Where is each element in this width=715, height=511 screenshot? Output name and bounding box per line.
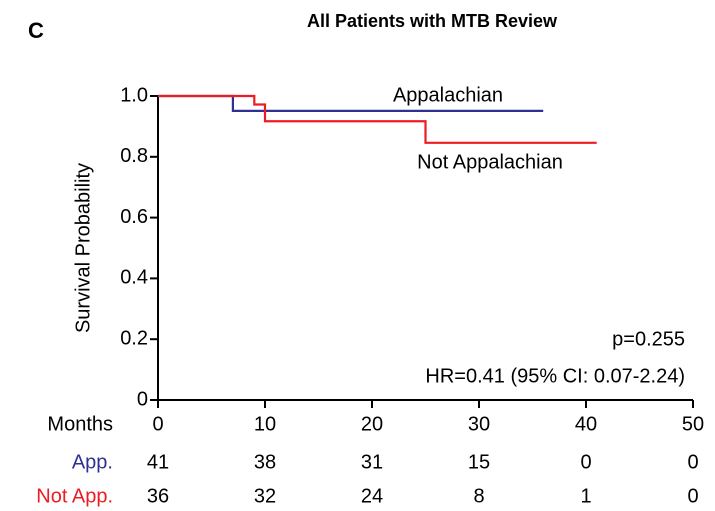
risk-count: 8: [473, 485, 484, 507]
y-tick-label: 0.6: [120, 206, 148, 228]
x-tick-label: 0: [152, 413, 163, 435]
risk-count: 32: [254, 485, 276, 507]
series-label: Appalachian: [393, 84, 503, 106]
risk-row-label: App.: [72, 451, 113, 473]
survival-curve: [158, 94, 597, 144]
x-tick-label: 50: [682, 413, 704, 435]
risk-count: 41: [147, 451, 169, 473]
chart-title: All Patients with MTB Review: [307, 11, 558, 31]
x-tick-label: 30: [468, 413, 490, 435]
risk-count: 15: [468, 451, 490, 473]
risk-count: 24: [361, 485, 383, 507]
risk-count: 0: [687, 451, 698, 473]
risk-count: 0: [687, 485, 698, 507]
annotation: HR=0.41 (95% CI: 0.07-2.24): [425, 365, 685, 387]
x-tick-label: 10: [254, 413, 276, 435]
y-axis-label: Survival Probability: [72, 163, 94, 333]
risk-count: 0: [580, 451, 591, 473]
series-label: Not Appalachian: [417, 151, 563, 173]
panel-label: C: [28, 18, 44, 43]
x-tick-label: 20: [361, 413, 383, 435]
y-tick-label: 0.8: [120, 145, 148, 167]
y-tick-label: 0.4: [120, 267, 148, 289]
annotation: p=0.255: [612, 328, 685, 350]
risk-count: 31: [361, 451, 383, 473]
x-tick-label: 40: [575, 413, 597, 435]
risk-table-label: Months: [47, 413, 113, 435]
y-tick-label: 0: [137, 388, 148, 410]
risk-count: 38: [254, 451, 276, 473]
risk-count: 36: [147, 485, 169, 507]
y-tick-label: 1.0: [120, 84, 148, 106]
risk-row-label: Not App.: [36, 485, 113, 507]
risk-count: 1: [580, 485, 591, 507]
y-tick-label: 0.2: [120, 327, 148, 349]
